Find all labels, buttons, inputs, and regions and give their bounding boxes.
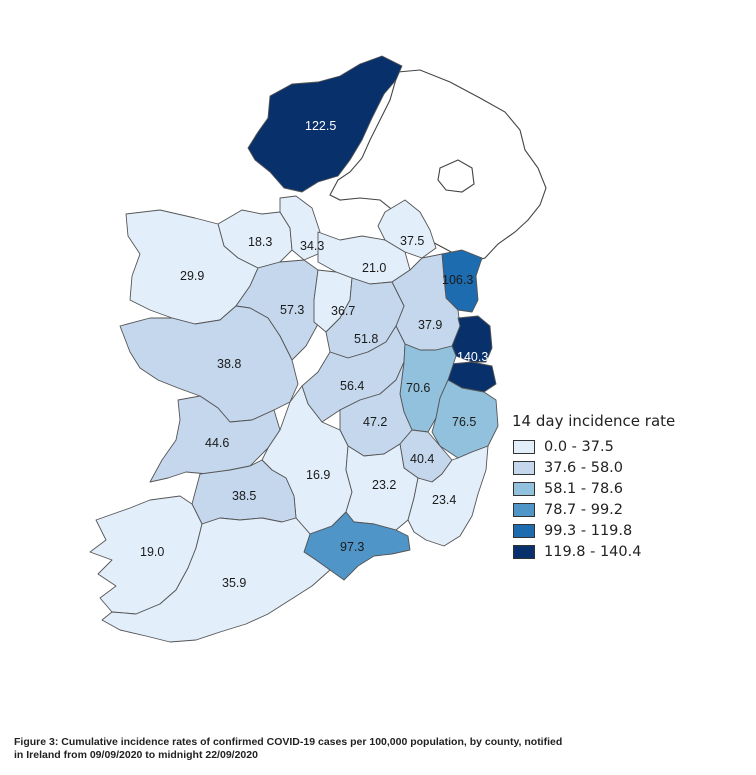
ireland-county-map: 122.5 18.3 34.3 21.0 37.5 29.9 106.3 57.… <box>89 55 547 643</box>
value-label-wexford: 23.4 <box>432 493 456 507</box>
legend-swatch <box>513 523 535 538</box>
legend-label: 58.1 - 78.6 <box>544 480 624 497</box>
legend-label: 119.8 - 140.4 <box>544 543 642 560</box>
legend-item: 58.1 - 78.6 <box>513 478 712 499</box>
legend-item: 78.7 - 99.2 <box>513 499 712 520</box>
value-label-sligo: 18.3 <box>248 235 272 249</box>
legend-swatch <box>513 502 535 517</box>
caption-line-1: Figure 3: Cumulative incidence rates of … <box>14 736 563 748</box>
county-wexford <box>407 445 489 547</box>
value-label-laois: 47.2 <box>363 415 387 429</box>
value-label-cavan: 21.0 <box>362 261 386 275</box>
value-label-kildare: 70.6 <box>406 381 430 395</box>
county-cork <box>101 517 331 643</box>
value-label-galway: 38.8 <box>217 357 241 371</box>
value-label-kerry: 19.0 <box>140 545 164 559</box>
value-label-meath: 37.9 <box>418 318 442 332</box>
legend-label: 37.6 - 58.0 <box>544 459 624 476</box>
county-leitrim <box>279 195 321 261</box>
value-label-dublin: 140.3 <box>457 350 488 364</box>
county-monaghan <box>377 199 437 259</box>
value-label-clare: 44.6 <box>205 436 229 450</box>
value-label-westmeath: 51.8 <box>354 332 378 346</box>
value-label-mayo: 29.9 <box>180 269 204 283</box>
value-label-roscommon: 57.3 <box>280 303 304 317</box>
legend-item: 119.8 - 140.4 <box>513 541 712 562</box>
legend-title: 14 day incidence rate <box>512 412 676 430</box>
value-label-donegal: 122.5 <box>305 119 336 133</box>
legend-item: 99.3 - 119.8 <box>513 520 712 541</box>
legend-label: 99.3 - 119.8 <box>544 522 633 539</box>
value-label-wicklow: 76.5 <box>452 415 476 429</box>
value-label-cork: 35.9 <box>222 576 246 590</box>
value-label-leitrim: 34.3 <box>300 239 324 253</box>
legend-swatch <box>513 439 535 454</box>
legend-swatch <box>513 481 535 496</box>
value-label-offaly: 56.4 <box>340 379 364 393</box>
legend-swatch <box>513 544 535 559</box>
value-label-longford: 36.7 <box>331 304 355 318</box>
value-label-limerick: 38.5 <box>232 489 256 503</box>
legend-label: 78.7 - 99.2 <box>544 501 624 518</box>
map-legend: 14 day incidence rate 0.0 - 37.5 37.6 - 5… <box>512 412 712 562</box>
value-label-kilkenny: 23.2 <box>372 478 396 492</box>
county-donegal <box>247 55 403 193</box>
lough-neagh <box>437 159 475 193</box>
county-dublin <box>451 315 493 363</box>
value-label-louth: 106.3 <box>442 273 473 287</box>
legend-swatch <box>513 460 535 475</box>
value-label-tipperary: 16.9 <box>306 468 330 482</box>
figure-caption: Figure 3: Cumulative incidence rates of … <box>14 736 714 762</box>
legend-label: 0.0 - 37.5 <box>544 438 614 455</box>
legend-item: 37.6 - 58.0 <box>513 457 712 478</box>
caption-line-2: in Ireland from 09/09/2020 to midnight 2… <box>14 749 258 761</box>
value-label-waterford: 97.3 <box>340 540 364 554</box>
value-label-carlow: 40.4 <box>410 452 434 466</box>
county-galway <box>119 305 299 423</box>
legend-rows: 0.0 - 37.5 37.6 - 58.0 58.1 - 78.6 78.7 - 9… <box>512 436 712 562</box>
value-label-monaghan: 37.5 <box>400 234 424 248</box>
legend-item: 0.0 - 37.5 <box>513 436 712 457</box>
